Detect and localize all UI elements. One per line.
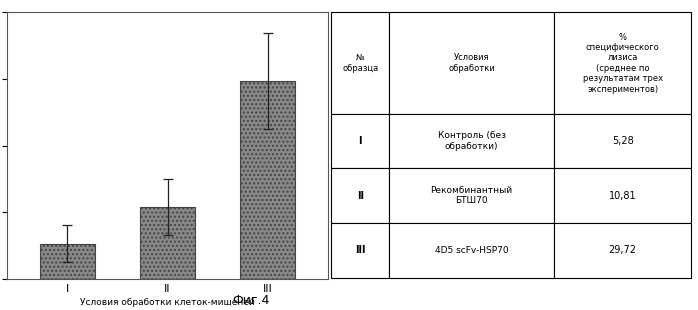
Bar bbox=[240, 81, 295, 279]
Text: 29,72: 29,72 bbox=[609, 245, 637, 255]
Text: I: I bbox=[359, 136, 362, 146]
Bar bbox=[389, 114, 554, 168]
Bar bbox=[332, 12, 389, 114]
Text: Контроль (без
обработки): Контроль (без обработки) bbox=[438, 131, 505, 151]
Text: Фиг.4: Фиг.4 bbox=[232, 294, 270, 307]
Text: II: II bbox=[357, 191, 364, 201]
Text: 4D5 scFv-HSP70: 4D5 scFv-HSP70 bbox=[435, 246, 508, 255]
Bar bbox=[389, 168, 554, 223]
Bar bbox=[554, 12, 691, 114]
Text: №
образца: № образца bbox=[342, 53, 378, 73]
Bar bbox=[554, 223, 691, 278]
Bar bbox=[332, 168, 389, 223]
Text: 5,28: 5,28 bbox=[612, 136, 634, 146]
Bar bbox=[332, 223, 389, 278]
Text: Условия
обработки: Условия обработки bbox=[448, 53, 495, 73]
Bar bbox=[140, 207, 195, 279]
Text: III: III bbox=[355, 245, 366, 255]
Text: 10,81: 10,81 bbox=[609, 191, 637, 201]
X-axis label: Условия обработки клеток-мишеней: Условия обработки клеток-мишеней bbox=[80, 298, 255, 307]
Bar bbox=[40, 244, 95, 279]
Bar bbox=[389, 12, 554, 114]
Bar bbox=[554, 168, 691, 223]
Text: %
специфического
лизиса
(среднее по
результатам трех
экспериментов): % специфического лизиса (среднее по резу… bbox=[583, 33, 663, 94]
Bar bbox=[554, 114, 691, 168]
Bar bbox=[332, 114, 389, 168]
Text: Рекомбинантный
БТШ70: Рекомбинантный БТШ70 bbox=[431, 186, 513, 206]
Bar bbox=[389, 223, 554, 278]
